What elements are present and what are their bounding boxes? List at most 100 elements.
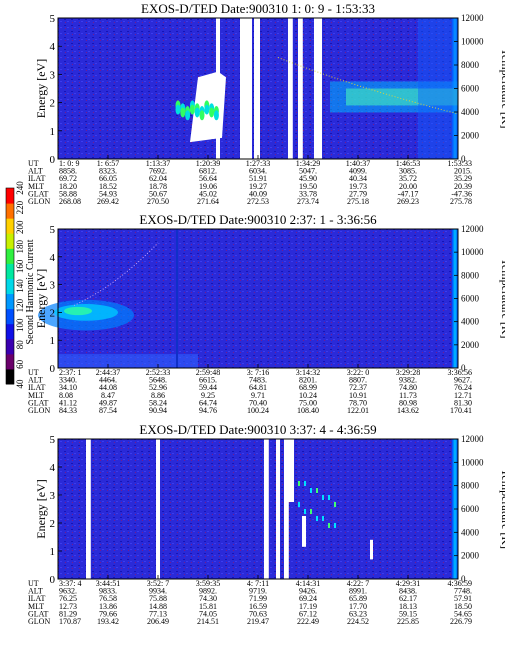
- table-value: 9833.: [99, 587, 117, 596]
- row-label: GLAT: [28, 189, 49, 198]
- table-value: 54.65: [454, 609, 472, 618]
- y-tick-label: 5: [50, 434, 56, 446]
- table-value: 52.96: [149, 383, 167, 392]
- data-blob: [322, 516, 324, 521]
- data-gap: [288, 439, 294, 502]
- table-value: 81.30: [454, 398, 472, 407]
- table-value: 3:22: 0: [347, 368, 369, 377]
- colorbar-tick-label: 200: [15, 220, 25, 234]
- table-value: 3:44:51: [96, 579, 120, 588]
- table-value: 75.00: [299, 398, 317, 407]
- table-value: 1:53:33: [448, 159, 472, 168]
- data-gap: [240, 18, 252, 159]
- table-value: 19.50: [299, 182, 317, 191]
- temperature-trace: [277, 57, 459, 115]
- table-value: 13.86: [99, 602, 117, 611]
- table-value: 1:20:39: [196, 159, 220, 168]
- data-blob: [298, 481, 300, 486]
- table-value: 4:14:31: [296, 579, 320, 588]
- colorbar-segment: [6, 278, 14, 295]
- table-value: 40.09: [249, 189, 267, 198]
- table-value: 7692.: [149, 167, 167, 176]
- table-value: 1:27:33: [246, 159, 270, 168]
- table-value: 34.10: [59, 383, 77, 392]
- table-value: 69.24: [299, 594, 317, 603]
- colorbar-segment: [6, 353, 14, 370]
- y2-tick-label: 4000: [461, 107, 480, 117]
- table-value: 170.87: [59, 617, 81, 626]
- colorbar-segment: [6, 308, 14, 325]
- table-value: 275.78: [450, 197, 472, 206]
- row-label: GLON: [28, 197, 50, 206]
- table-value: 75.88: [149, 594, 167, 603]
- table-value: 3:36:56: [448, 368, 472, 377]
- y-tick-label: 3: [50, 69, 56, 81]
- colorbar-tick-label: 180: [15, 240, 25, 254]
- table-value: 100.24: [247, 406, 269, 415]
- table-value: 76.24: [454, 383, 472, 392]
- table-value: 64.81: [249, 383, 267, 392]
- table-value: 268.08: [59, 197, 81, 206]
- table-value: 2:52:33: [146, 368, 170, 377]
- y-tick-label: 2: [50, 518, 56, 530]
- heatmap-band: [64, 306, 92, 316]
- colorbar-tick-label: 120: [15, 298, 25, 312]
- data-blob: [180, 107, 186, 118]
- table-value: 33.78: [299, 189, 317, 198]
- y2-tick-label: 6000: [461, 84, 480, 94]
- y2-tick-label: 12000: [461, 13, 484, 23]
- table-value: 2:37: 1: [59, 368, 81, 377]
- y-tick-label: 0: [50, 574, 56, 586]
- table-value: 17.70: [349, 602, 367, 611]
- table-value: 74.80: [399, 383, 417, 392]
- colorbar-segment: [6, 218, 14, 234]
- y2-tick-label: 0: [461, 363, 466, 373]
- data-blob: [199, 110, 205, 121]
- table-value: 35.29: [454, 174, 472, 183]
- data-blob: [310, 509, 312, 514]
- data-gap: [216, 18, 220, 159]
- data-blob: [304, 509, 306, 514]
- data-gap: [86, 439, 91, 579]
- table-value: 80.98: [399, 398, 417, 407]
- table-value: 122.01: [347, 406, 369, 415]
- table-value: 225.85: [397, 617, 419, 626]
- y2-tick-label: 10000: [461, 37, 484, 47]
- colorbar-tick-label: 220: [15, 200, 25, 214]
- table-value: 6812.: [199, 167, 217, 176]
- row-label: ALT: [28, 376, 43, 385]
- colorbar-tick-label: 80: [15, 340, 25, 350]
- y2-tick-label: 8000: [461, 481, 480, 491]
- table-value: 18.13: [399, 602, 417, 611]
- y2-tick-label: 8000: [461, 60, 480, 70]
- colorbar-label: Second Harmonic Current: [25, 239, 36, 344]
- table-value: 7748.: [454, 587, 472, 596]
- table-value: 9719.: [249, 587, 267, 596]
- table-value: 17.19: [299, 602, 317, 611]
- panel-title: EXOS-D/TED Date:900310 1: 0: 9 - 1:53:33: [141, 1, 375, 16]
- table-value: 3:14:32: [296, 368, 320, 377]
- data-blob: [316, 516, 318, 521]
- table-value: 275.18: [347, 197, 369, 206]
- table-value: 9.71: [251, 391, 265, 400]
- y2-axis-label: Temperature [K]: [499, 469, 505, 549]
- heatmap-band: [346, 88, 458, 106]
- table-value: 19.27: [249, 182, 267, 191]
- table-value: 9382.: [399, 376, 417, 385]
- table-value: 76.58: [99, 594, 117, 603]
- table-value: 3:29:28: [396, 368, 420, 377]
- table-value: 3085.: [399, 167, 417, 176]
- table-value: 8991.: [349, 587, 367, 596]
- data-blob: [322, 495, 324, 500]
- y2-tick-label: 2000: [461, 340, 480, 350]
- table-value: 72.37: [349, 383, 367, 392]
- table-value: 1:46:53: [396, 159, 420, 168]
- heatmap-field: [58, 439, 458, 579]
- table-value: 170.41: [450, 406, 472, 415]
- table-value: 2:44:37: [96, 368, 120, 377]
- data-blob: [189, 104, 195, 115]
- y2-axis-label: Temperature [K]: [499, 258, 505, 338]
- y2-tick-label: 8000: [461, 270, 480, 280]
- y-tick-label: 3: [50, 280, 56, 292]
- y-tick-label: 1: [50, 546, 56, 558]
